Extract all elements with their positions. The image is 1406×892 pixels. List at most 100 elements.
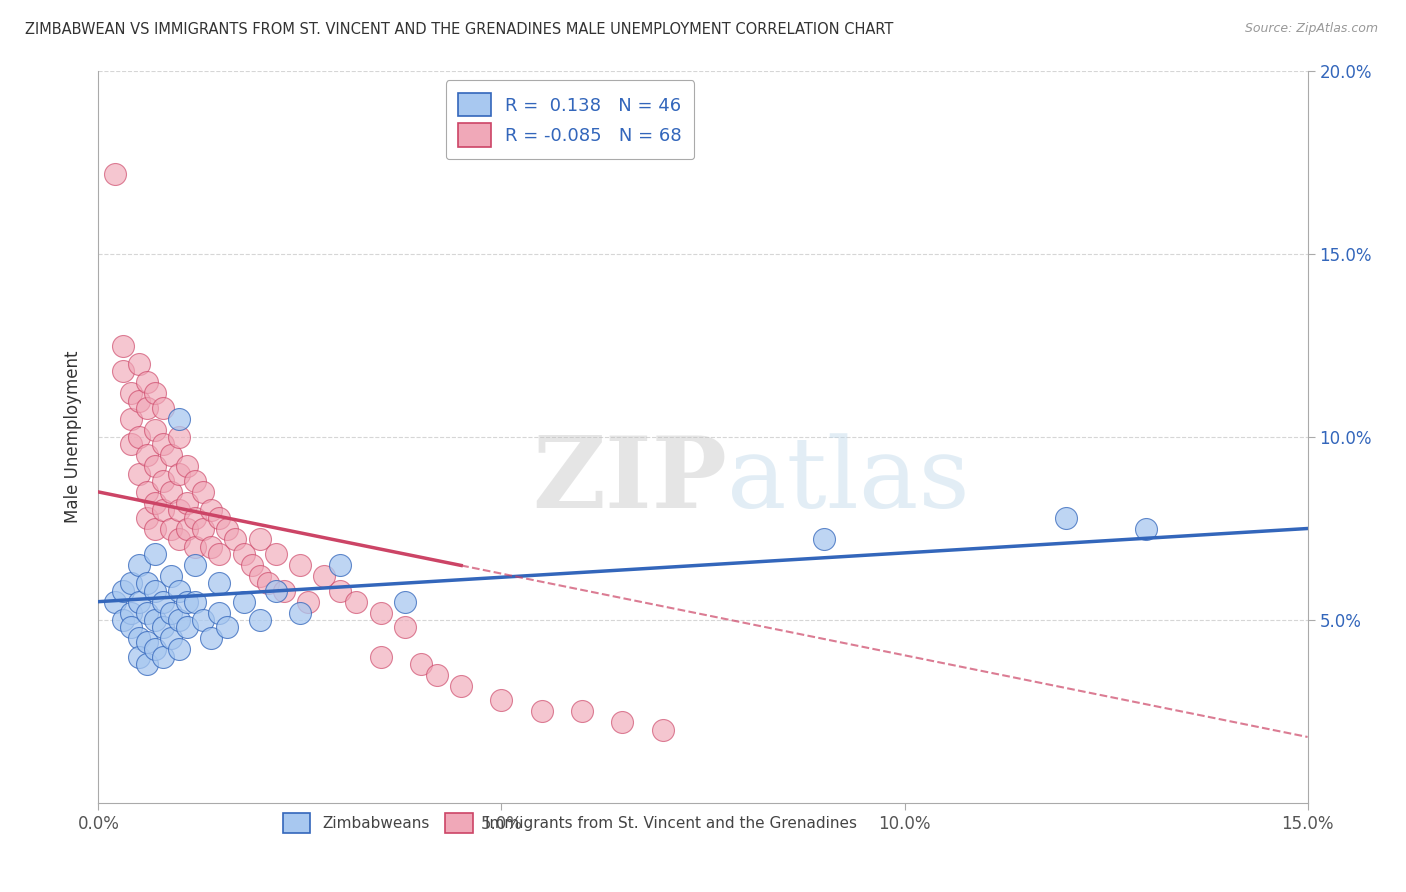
Point [160, 448, 183, 462]
Point [394, 594, 416, 608]
Point [160, 569, 183, 583]
Point [1054, 510, 1077, 524]
Point [249, 613, 271, 627]
Point [184, 474, 207, 488]
Point [103, 594, 125, 608]
Point [208, 510, 231, 524]
Point [135, 485, 157, 500]
Point [208, 547, 231, 561]
Point [1135, 521, 1157, 535]
Point [193, 485, 215, 500]
Point [193, 613, 215, 627]
Point [571, 705, 593, 719]
Point [530, 705, 553, 719]
Point [651, 723, 673, 737]
Point [409, 657, 432, 671]
Point [152, 437, 174, 451]
Point [232, 547, 254, 561]
Point [103, 167, 125, 181]
Point [249, 533, 271, 547]
Point [167, 412, 190, 426]
Point [152, 649, 174, 664]
Point [143, 496, 166, 510]
Point [217, 620, 239, 634]
Text: Source: ZipAtlas.com: Source: ZipAtlas.com [1244, 22, 1378, 36]
Point [370, 649, 392, 664]
Point [200, 503, 222, 517]
Point [128, 632, 150, 646]
Point [264, 583, 287, 598]
Point [143, 459, 166, 474]
Point [135, 401, 157, 415]
Point [176, 496, 198, 510]
Point [167, 467, 190, 481]
Point [167, 533, 190, 547]
Point [370, 606, 392, 620]
Point [193, 521, 215, 535]
Point [176, 620, 198, 634]
Point [167, 583, 190, 598]
Point [224, 533, 246, 547]
Point [128, 467, 150, 481]
Point [111, 583, 134, 598]
Point [128, 393, 150, 408]
Point [200, 632, 222, 646]
Text: ZIMBABWEAN VS IMMIGRANTS FROM ST. VINCENT AND THE GRENADINES MALE UNEMPLOYMENT C: ZIMBABWEAN VS IMMIGRANTS FROM ST. VINCEN… [25, 22, 894, 37]
Point [128, 357, 150, 371]
Point [256, 576, 278, 591]
Point [160, 632, 183, 646]
Point [128, 430, 150, 444]
Point [288, 558, 311, 573]
Point [297, 594, 319, 608]
Point [135, 635, 157, 649]
Point [167, 613, 190, 627]
Point [200, 540, 222, 554]
Point [152, 594, 174, 608]
Point [120, 437, 142, 451]
Point [176, 459, 198, 474]
Point [143, 583, 166, 598]
Point [167, 430, 190, 444]
Text: ZIP: ZIP [533, 433, 727, 530]
Point [450, 679, 472, 693]
Point [184, 510, 207, 524]
Point [264, 547, 287, 561]
Point [152, 503, 174, 517]
Point [167, 642, 190, 657]
Point [135, 375, 157, 389]
Point [491, 693, 513, 707]
Point [176, 521, 198, 535]
Point [120, 576, 142, 591]
Point [143, 642, 166, 657]
Point [152, 474, 174, 488]
Point [184, 594, 207, 608]
Point [208, 606, 231, 620]
Point [152, 620, 174, 634]
Point [152, 401, 174, 415]
Point [143, 547, 166, 561]
Point [314, 569, 336, 583]
Point [143, 386, 166, 401]
Point [344, 594, 367, 608]
Point [612, 715, 634, 730]
Point [120, 620, 142, 634]
Point [160, 485, 183, 500]
Legend: Zimbabweans, Immigrants from St. Vincent and the Grenadines: Zimbabweans, Immigrants from St. Vincent… [277, 807, 863, 839]
Point [135, 510, 157, 524]
Point [135, 606, 157, 620]
Point [184, 558, 207, 573]
Point [813, 533, 835, 547]
Point [120, 386, 142, 401]
Point [135, 576, 157, 591]
Point [176, 594, 198, 608]
Point [329, 583, 352, 598]
Point [217, 521, 239, 535]
Point [249, 569, 271, 583]
Point [120, 412, 142, 426]
Point [288, 606, 311, 620]
Point [128, 558, 150, 573]
Point [135, 448, 157, 462]
Point [208, 576, 231, 591]
Point [128, 594, 150, 608]
Point [426, 667, 449, 681]
